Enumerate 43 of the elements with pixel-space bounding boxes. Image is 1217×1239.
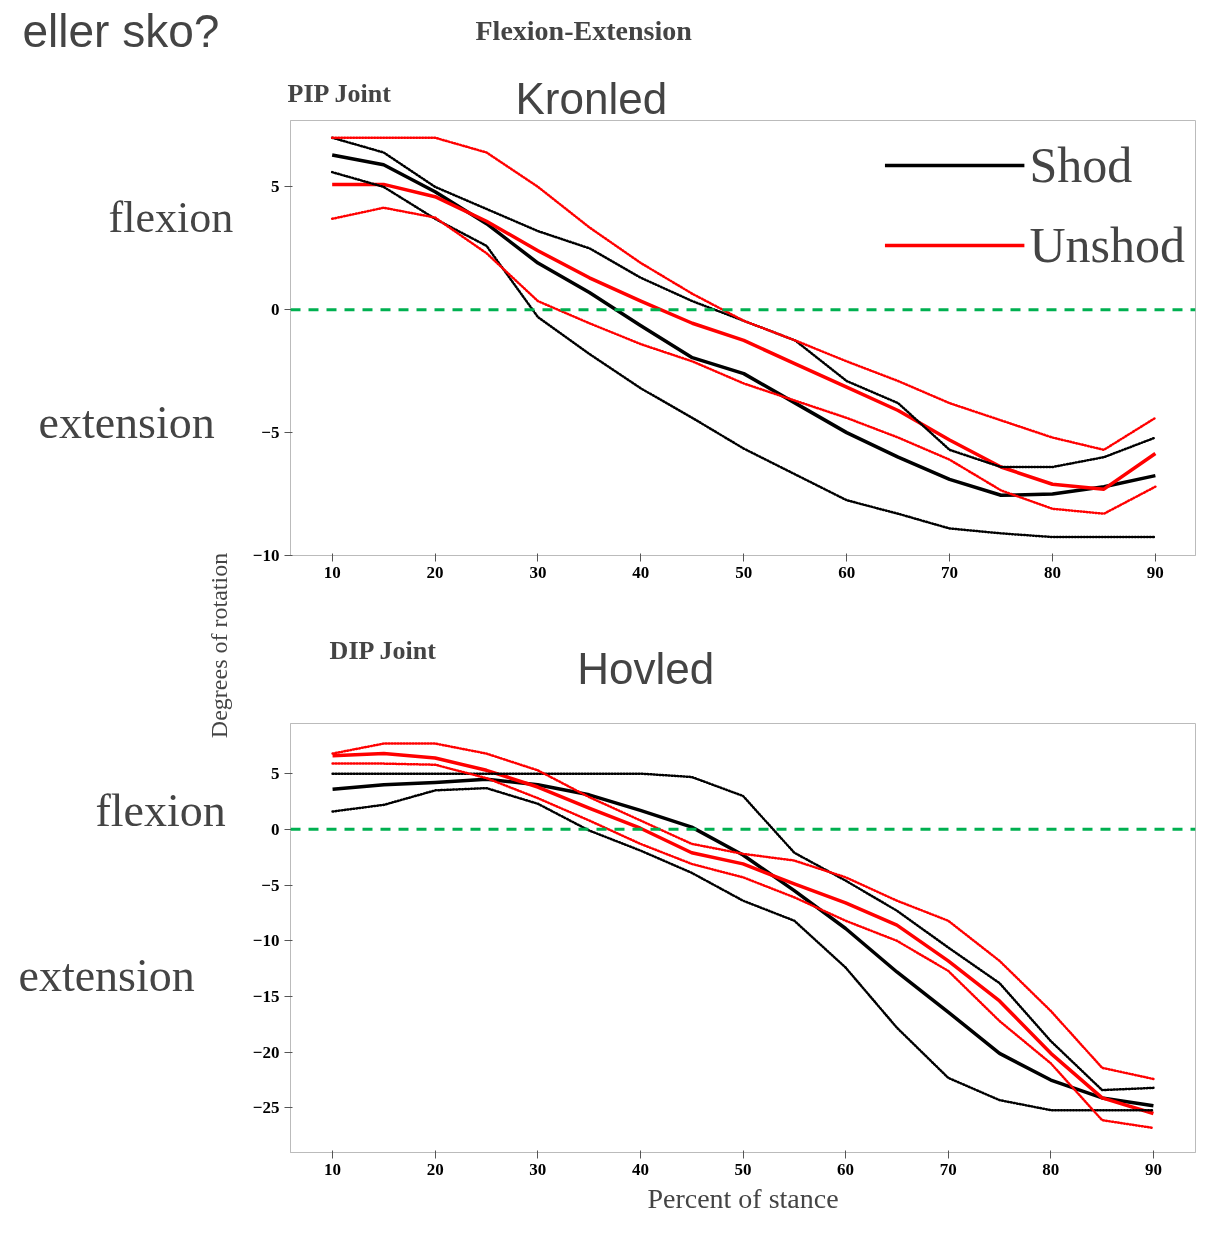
chart-title: PIP Joint — [287, 79, 392, 108]
text: extension — [38, 397, 215, 448]
x-tick-label: 20 — [426, 1159, 444, 1179]
x-axis-title: Percent of stance — [647, 1182, 839, 1214]
x-tick-label: 90 — [1144, 1159, 1162, 1179]
x-tick-label: 10 — [324, 1159, 342, 1179]
text: flexion — [95, 785, 226, 836]
x-tick-label: 70 — [939, 1159, 957, 1179]
x-tick-label: 10 — [323, 562, 341, 582]
legend-label: Unshod — [1029, 216, 1185, 275]
x-tick-label: 80 — [1042, 1159, 1060, 1179]
y-tick-label: −5 — [261, 875, 280, 895]
text: flexion — [108, 193, 234, 242]
x-tick-label: 60 — [838, 562, 856, 582]
x-tick-label: 70 — [941, 562, 959, 582]
y-tick-label: 0 — [271, 819, 280, 839]
x-tick-label: 30 — [529, 562, 547, 582]
x-tick-label: 50 — [734, 1159, 752, 1179]
text: Hovled — [577, 644, 715, 693]
y-tick-label: −25 — [252, 1098, 280, 1118]
x-tick-label: 90 — [1146, 562, 1164, 582]
annotation: Kronled — [515, 74, 668, 123]
y-tick-label: −10 — [252, 546, 280, 565]
legend-label: Shod — [1029, 136, 1133, 195]
x-tick-label: 30 — [529, 1159, 547, 1179]
x-tick-label: 80 — [1043, 562, 1061, 582]
text: extension — [18, 950, 195, 1001]
text: eller sko? — [22, 4, 220, 57]
y-axis-title: Degrees of rotation — [205, 552, 232, 739]
y-tick-label: 5 — [271, 177, 280, 197]
y-tick-label: −15 — [252, 987, 280, 1006]
x-tick-label: 20 — [426, 562, 444, 582]
y-tick-label: 5 — [271, 764, 280, 784]
x-tick-label: 50 — [735, 562, 753, 582]
text: Flexion-Extension — [475, 15, 693, 46]
x-tick-label: 60 — [837, 1159, 855, 1179]
x-tick-label: 40 — [631, 1159, 649, 1179]
x-tick-label: 40 — [632, 562, 650, 582]
chart-title: DIP Joint — [329, 636, 437, 665]
y-tick-label: −5 — [261, 423, 280, 443]
y-tick-label: −20 — [252, 1042, 280, 1062]
y-tick-label: 0 — [271, 300, 280, 320]
y-tick-label: −10 — [252, 931, 280, 951]
